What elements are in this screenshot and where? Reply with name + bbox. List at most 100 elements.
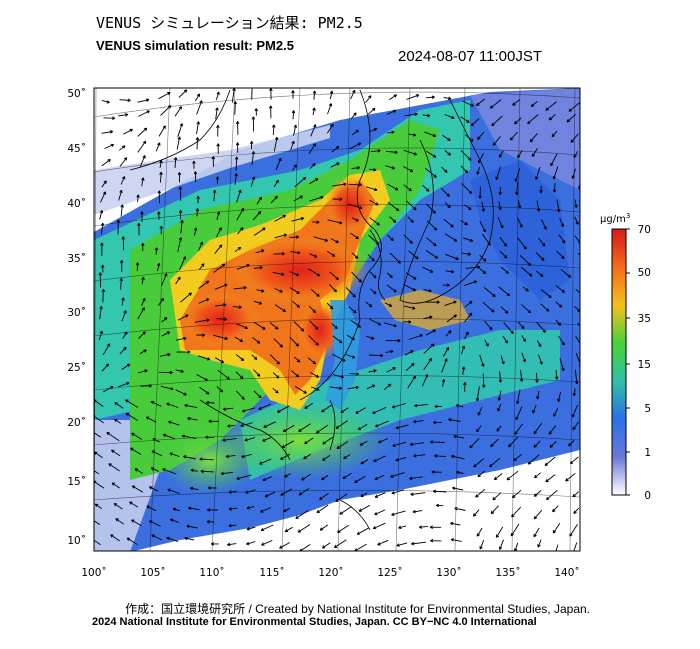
wind-arrow	[350, 89, 356, 100]
wind-arrow	[292, 164, 297, 171]
wind-arrow	[479, 540, 485, 550]
wind-arrow	[310, 372, 320, 378]
wind-arrow	[498, 371, 503, 383]
wind-arrow	[327, 219, 343, 225]
wind-arrow	[476, 166, 481, 175]
wind-arrow	[156, 263, 161, 272]
wind-arrow	[295, 510, 309, 519]
wind-arrow	[345, 354, 356, 359]
wind-arrow	[405, 272, 417, 280]
wind-arrow	[463, 280, 478, 287]
wind-arrow	[414, 403, 428, 408]
lat-label: 20˚	[67, 417, 86, 429]
wind-arrow	[389, 216, 397, 223]
wind-arrow	[503, 322, 514, 335]
wind-arrow	[555, 319, 562, 326]
wind-arrow	[535, 252, 545, 261]
wind-arrow	[348, 183, 363, 187]
wind-arrow	[387, 234, 394, 242]
wind-arrow	[404, 112, 418, 117]
wind-arrow	[283, 507, 291, 513]
wind-arrow	[566, 113, 577, 123]
wind-arrow	[387, 202, 400, 212]
wind-arrow	[216, 124, 220, 137]
wind-arrow	[432, 420, 443, 425]
wind-arrow	[157, 211, 161, 220]
wind-arrow	[482, 373, 486, 388]
wind-arrow	[497, 217, 504, 229]
wind-arrow	[360, 492, 368, 498]
wind-arrow	[519, 255, 532, 267]
wind-arrow	[173, 157, 178, 168]
wind-arrow	[176, 136, 181, 150]
wind-arrow	[138, 331, 146, 339]
wind-arrow	[137, 127, 148, 137]
wind-arrow	[326, 302, 334, 310]
wind-arrow	[517, 199, 522, 209]
wind-arrow	[331, 146, 340, 153]
wind-arrow	[199, 386, 210, 395]
wind-arrow	[169, 518, 179, 523]
zone-east	[380, 290, 470, 330]
wind-arrow	[195, 318, 210, 323]
wind-arrow	[269, 322, 279, 330]
lat-label: 30˚	[67, 307, 86, 319]
wind-arrow	[535, 166, 541, 180]
wind-arrow	[469, 437, 480, 449]
wind-arrow	[340, 407, 349, 414]
wind-arrow	[493, 473, 503, 481]
wind-arrow	[540, 289, 552, 299]
wind-arrow	[322, 436, 333, 445]
wind-arrow	[514, 117, 522, 125]
wind-arrow	[121, 297, 125, 306]
wind-arrow	[502, 335, 508, 344]
wind-arrow	[520, 266, 533, 277]
wind-arrow	[212, 189, 217, 202]
wind-arrow	[551, 130, 558, 138]
wind-arrow	[310, 124, 317, 137]
wind-arrow	[129, 501, 139, 508]
wind-arrow	[555, 544, 559, 551]
lat-label: 15˚	[67, 476, 86, 488]
wind-arrow	[161, 331, 171, 337]
wind-arrow	[291, 90, 295, 99]
wind-arrow	[280, 488, 293, 496]
wind-arrow	[472, 509, 480, 517]
wind-arrow	[367, 107, 376, 115]
wind-arrow	[498, 186, 502, 196]
wind-arrow	[213, 263, 226, 273]
wind-arrow	[337, 524, 349, 533]
wind-arrow	[332, 353, 346, 362]
wind-arrow	[422, 266, 434, 273]
wind-arrow	[161, 273, 168, 286]
wind-arrow	[123, 128, 133, 135]
wind-arrow	[370, 288, 377, 295]
wind-arrow	[196, 121, 200, 135]
wind-arrow	[553, 407, 559, 417]
wind-vectors	[94, 88, 580, 551]
wind-arrow	[386, 272, 393, 279]
wind-arrow	[180, 292, 192, 303]
wind-arrow	[234, 156, 239, 171]
wind-arrow	[174, 106, 183, 117]
wind-arrow	[460, 116, 470, 123]
wind-arrow	[350, 232, 359, 240]
wind-arrow	[294, 176, 307, 188]
wind-arrow	[429, 525, 442, 529]
wind-arrow	[328, 284, 337, 293]
wind-arrow	[345, 287, 356, 298]
wind-arrow	[530, 101, 538, 107]
wind-arrow	[309, 195, 324, 202]
wind-arrow	[111, 482, 120, 489]
wind-arrow	[482, 301, 495, 313]
wind-arrow	[573, 507, 580, 515]
wind-arrow	[126, 537, 138, 545]
wind-arrow	[348, 306, 357, 314]
wind-arrow	[146, 505, 157, 512]
wind-arrow	[241, 453, 252, 459]
wind-arrow	[475, 489, 485, 498]
wind-arrow	[94, 468, 100, 475]
wind-arrow	[94, 539, 101, 546]
wind-arrow	[225, 454, 236, 459]
wind-arrow	[260, 507, 271, 513]
